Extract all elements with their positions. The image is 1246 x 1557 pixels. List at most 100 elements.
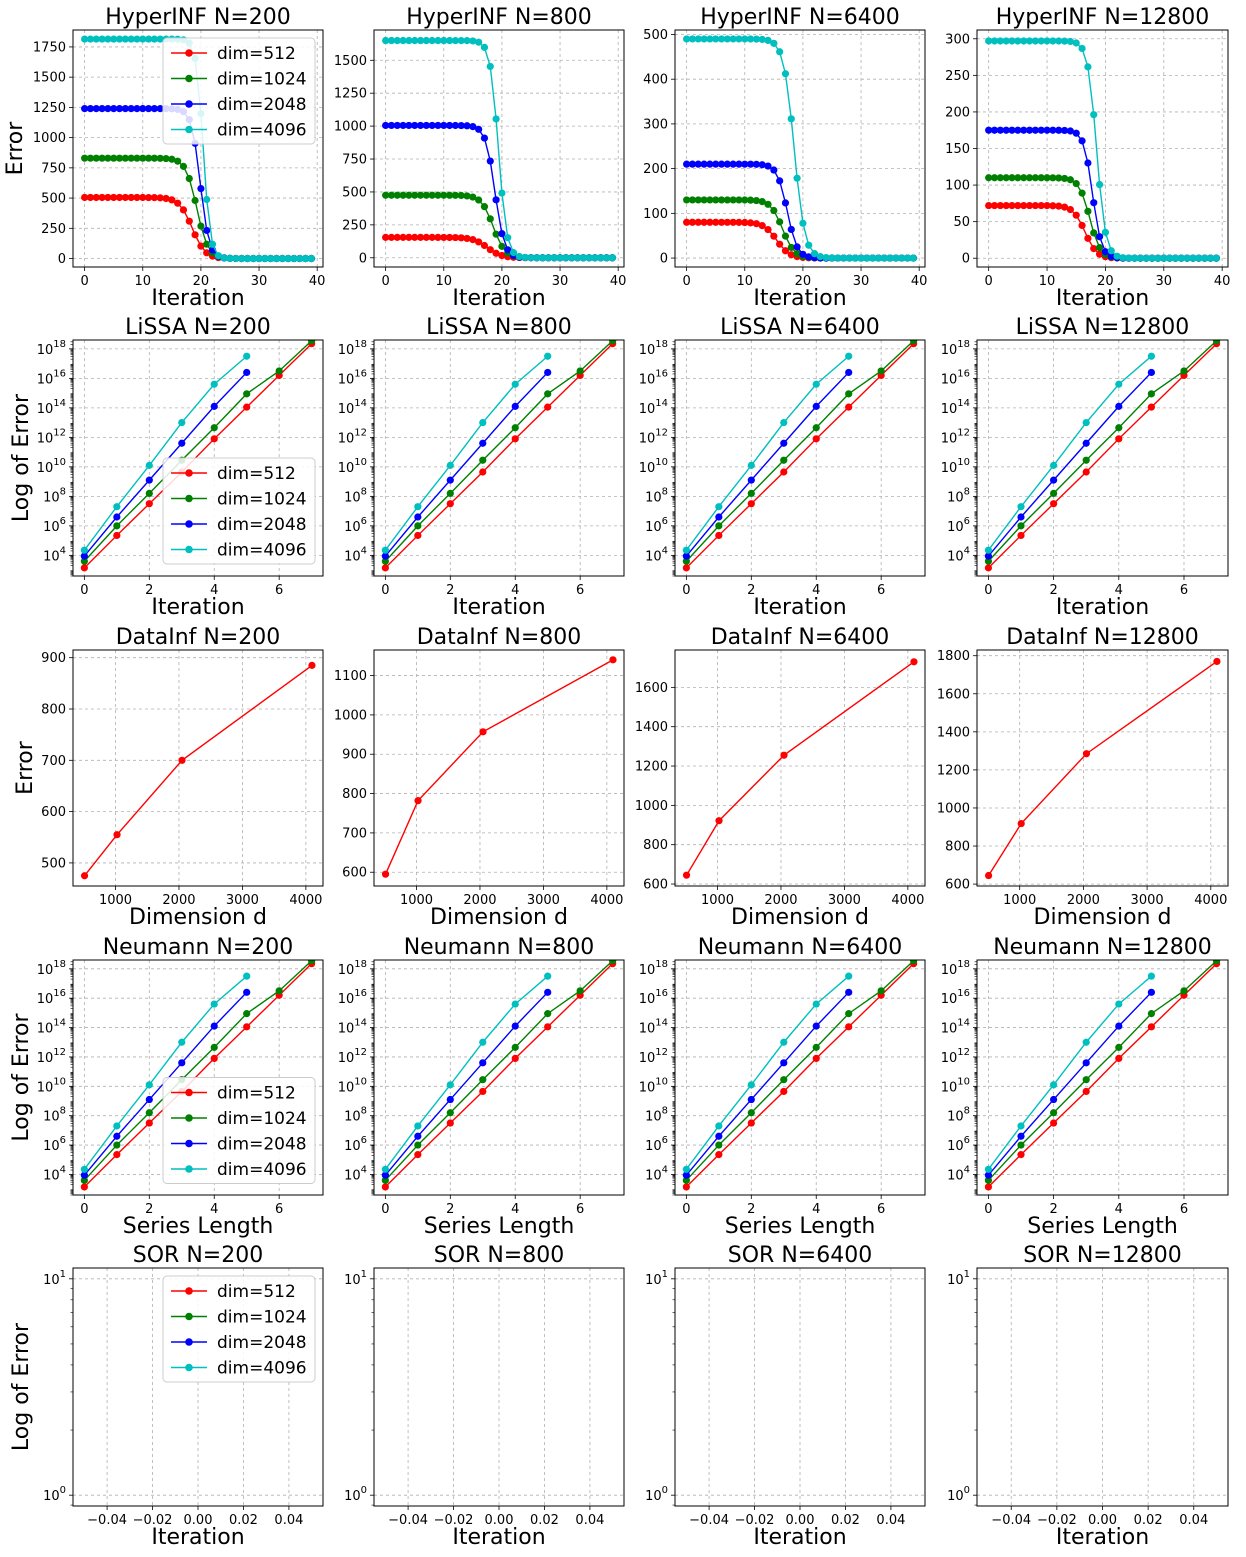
data-point (1147, 390, 1155, 398)
data-point (694, 160, 702, 168)
x-tick-label: 0 (80, 1202, 88, 1217)
data-point (104, 104, 112, 113)
data-point (735, 196, 743, 204)
data-point (780, 1059, 788, 1067)
y-tick-label: 1500 (33, 71, 66, 86)
data-point (770, 166, 778, 174)
plot-area (682, 340, 918, 572)
data-point (735, 35, 743, 43)
x-tick-label: 0.04 (575, 1513, 604, 1528)
data-point (127, 193, 135, 202)
y-tick-label: 106 (43, 516, 66, 535)
data-point (440, 191, 448, 199)
data-point (1082, 1087, 1090, 1096)
data-point (509, 249, 518, 257)
data-point (1025, 37, 1034, 45)
data-point (414, 531, 422, 540)
data-point (758, 35, 766, 44)
data-point (812, 1022, 820, 1030)
y-tick-label: 1014 (941, 398, 970, 417)
data-point (1014, 201, 1022, 210)
y-tick-label: 101 (344, 1269, 367, 1288)
x-tick-label: 40 (610, 274, 627, 289)
data-point (1049, 174, 1057, 182)
y-tick-label: 1200 (635, 760, 668, 775)
data-point (576, 987, 584, 995)
data-point (1147, 403, 1155, 411)
data-point (715, 1132, 723, 1140)
data-point (985, 174, 993, 182)
data-point (793, 243, 801, 251)
data-point (816, 252, 824, 261)
data-point (1008, 126, 1016, 134)
data-point (414, 503, 422, 511)
data-point (492, 230, 500, 238)
y-tick-label: 1010 (639, 457, 668, 476)
data-point (1101, 228, 1110, 236)
data-point (210, 1054, 218, 1063)
data-point (1002, 174, 1010, 182)
legend-label: dim=2048 (217, 515, 307, 535)
data-point (544, 988, 552, 996)
data-point (232, 254, 240, 263)
x-tick-label: 6 (576, 1202, 584, 1217)
data-point (1031, 201, 1039, 210)
data-point (480, 203, 489, 211)
y-tick-label: 700 (342, 826, 367, 841)
y-tick-label: 1014 (338, 398, 367, 417)
legend-marker (185, 1139, 193, 1148)
series-line (685, 371, 850, 557)
x-tick-label: 0.04 (876, 1513, 905, 1528)
x-tick-label: 0 (80, 583, 88, 598)
data-point (110, 104, 118, 113)
data-point (892, 254, 900, 262)
x-tick-label: 2000 (764, 893, 797, 908)
data-point (498, 251, 506, 260)
legend-box (162, 37, 316, 145)
data-point (144, 104, 153, 113)
data-point (723, 196, 731, 204)
data-point (479, 1059, 487, 1067)
data-point (145, 500, 153, 508)
series-dim-1024 (985, 174, 1220, 262)
series-dim-512 (381, 960, 617, 1191)
y-tick-label: 1014 (941, 1018, 970, 1037)
series-dim-512 (984, 960, 1221, 1191)
axes-frame (976, 29, 1229, 268)
data-point (113, 503, 121, 511)
y-tick-label: 50 (953, 215, 970, 230)
data-point (479, 456, 487, 464)
data-point (382, 36, 390, 45)
data-point (387, 36, 396, 45)
data-point (812, 1000, 820, 1008)
data-point (113, 1122, 121, 1130)
data-point (179, 206, 188, 214)
data-point (1147, 1010, 1155, 1018)
x-tick-label: 4 (812, 1202, 820, 1217)
data-point (758, 222, 766, 230)
y-tick-label: 108 (645, 1106, 668, 1125)
data-point (1082, 439, 1090, 447)
data-point (1050, 1119, 1058, 1127)
panel-title: Neumann N=200 (103, 935, 294, 960)
series-line (987, 343, 1218, 569)
x-axis-label: Iteration (753, 286, 846, 311)
x-tick-label: 0.02 (831, 1513, 860, 1528)
x-tick-label: 0 (682, 583, 690, 598)
data-point (1043, 37, 1051, 45)
data-point (382, 233, 390, 241)
x-tick-label: 0.04 (274, 1513, 303, 1528)
y-tick-label: 0 (359, 251, 367, 266)
x-tick-label: 0 (984, 583, 992, 598)
data-point (1183, 254, 1191, 262)
series-line (384, 343, 614, 569)
data-point (381, 557, 389, 565)
data-point (706, 218, 714, 226)
y-tick-label: 800 (945, 840, 970, 855)
legend-label: dim=4096 (217, 1160, 307, 1180)
data-point (139, 154, 147, 162)
data-point (243, 352, 251, 360)
y-tick-label: 1012 (639, 427, 668, 446)
data-point (706, 35, 714, 43)
data-point (812, 380, 820, 388)
